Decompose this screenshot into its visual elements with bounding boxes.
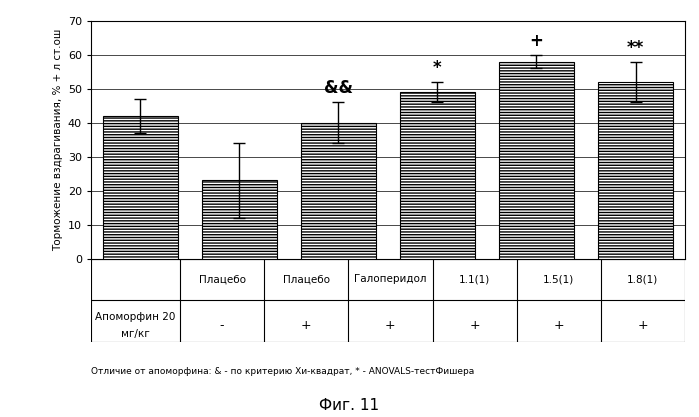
Text: +: + xyxy=(554,319,564,332)
Bar xyxy=(401,92,475,259)
Text: +: + xyxy=(530,32,543,50)
Bar xyxy=(499,62,574,259)
Text: 1.1(1): 1.1(1) xyxy=(459,274,490,284)
Text: Галоперидол: Галоперидол xyxy=(354,274,426,284)
Bar xyxy=(301,123,375,259)
Text: Апоморфин 20: Апоморфин 20 xyxy=(95,312,175,322)
Text: 1.5(1): 1.5(1) xyxy=(543,274,575,284)
Text: +: + xyxy=(301,319,312,332)
Text: Отличие от апоморфина: & - по критерию Хи-квадрат, * - ANOVALS-тестФишера: Отличие от апоморфина: & - по критерию Х… xyxy=(91,367,474,376)
Text: +: + xyxy=(469,319,480,332)
Bar xyxy=(103,116,178,259)
Text: +: + xyxy=(385,319,396,332)
Text: +: + xyxy=(637,319,648,332)
Text: *: * xyxy=(433,59,442,77)
Text: мг/кг: мг/кг xyxy=(121,329,150,339)
Text: -: - xyxy=(219,319,224,332)
Text: Плацебо: Плацебо xyxy=(199,274,245,284)
Y-axis label: Торможение вздрагивания, % + л ст.ош: Торможение вздрагивания, % + л ст.ош xyxy=(54,28,64,251)
Bar xyxy=(202,181,277,259)
Text: Плацебо: Плацебо xyxy=(283,274,330,284)
Text: &&: && xyxy=(324,79,353,97)
Text: Фиг. 11: Фиг. 11 xyxy=(319,398,380,413)
Text: **: ** xyxy=(627,38,644,57)
Text: 1.8(1): 1.8(1) xyxy=(627,274,658,284)
Bar xyxy=(598,82,672,259)
